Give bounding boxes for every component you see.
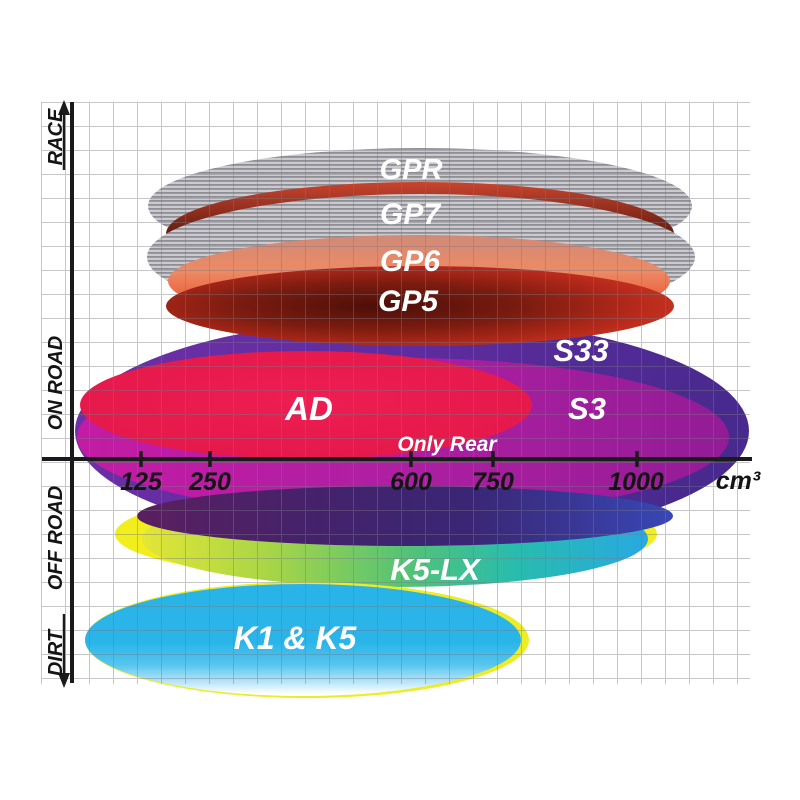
label-gp7: GP7: [380, 198, 441, 231]
region-labels: GPR GP7 GP6 GP5 S33 AD S3 Only Rear K5-L…: [234, 154, 609, 656]
arrow-up-head: [58, 100, 70, 115]
x-tick-label-125: 125: [120, 468, 163, 496]
x-axis-ticks: [139, 451, 639, 467]
label-k1k5: K1 & K5: [234, 620, 358, 656]
label-only-rear: Only Rear: [397, 433, 498, 456]
label-gp6: GP6: [380, 245, 440, 278]
y-label-off-road: OFF ROAD: [45, 486, 67, 590]
label-ad: AD: [284, 390, 333, 427]
label-k5lx: K5-LX: [390, 552, 482, 587]
x-axis-unit-label: cm³: [716, 467, 761, 495]
x-tick-label-750: 750: [472, 468, 514, 496]
race-arrow-up: [58, 100, 70, 170]
grid: [41, 102, 750, 684]
label-gp5: GP5: [378, 285, 439, 318]
x-tick-label-250: 250: [188, 468, 231, 496]
y-axis-labels: RACE ON ROAD OFF ROAD DIRT: [45, 108, 67, 676]
label-s3: S3: [568, 391, 606, 426]
label-s33: S33: [553, 333, 608, 368]
x-tick-label-1000: 1000: [608, 468, 664, 496]
axes: [42, 100, 752, 688]
dirt-arrow-down: [58, 614, 70, 688]
arrow-down-head: [58, 673, 70, 688]
y-label-dirt: DIRT: [45, 628, 67, 676]
label-gpr: GPR: [380, 154, 443, 186]
y-label-race: RACE: [45, 108, 67, 165]
x-tick-label-600: 600: [390, 468, 432, 496]
y-label-on-road: ON ROAD: [45, 336, 67, 430]
x-axis-labels: 125 250 600 750 1000 cm³: [120, 467, 761, 496]
